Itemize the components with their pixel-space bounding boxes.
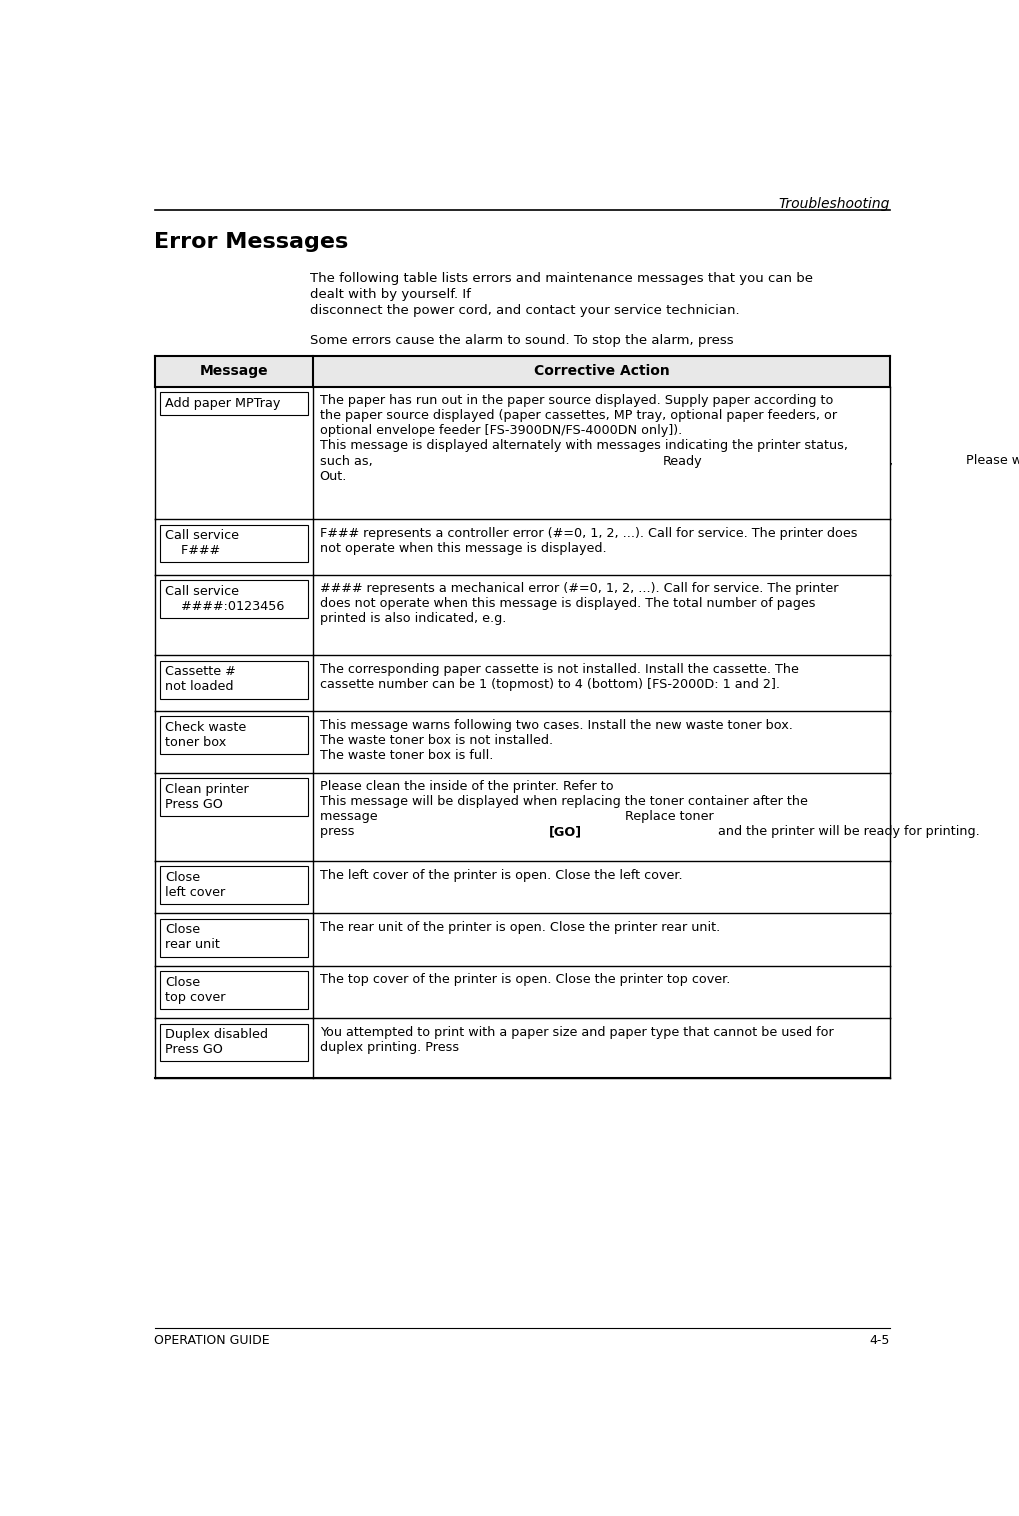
Text: The left cover of the printer is open. Close the left cover.: The left cover of the printer is open. C… [320, 869, 682, 882]
Bar [160, 1023, 308, 1061]
Text: The following table lists errors and maintenance messages that you can be: The following table lists errors and mai… [310, 271, 812, 285]
Text: duplex printing. Press: duplex printing. Press [320, 1041, 463, 1054]
Text: OPERATION GUIDE: OPERATION GUIDE [155, 1334, 270, 1346]
Text: The top cover of the printer is open. Close the printer top cover.: The top cover of the printer is open. Cl… [320, 973, 730, 987]
Text: #### represents a mechanical error (#=0, 1, 2, ...). Call for service. The print: #### represents a mechanical error (#=0,… [320, 582, 838, 596]
Bar [160, 393, 308, 415]
Text: toner box: toner box [165, 735, 226, 749]
Text: Clean printer: Clean printer [165, 782, 249, 796]
Text: Close: Close [165, 872, 201, 884]
Text: ,: , [890, 455, 898, 467]
Text: Call service: Call service [165, 529, 239, 543]
Bar [160, 716, 308, 753]
Text: optional envelope feeder [FS-3900DN/FS-4000DN only]).: optional envelope feeder [FS-3900DN/FS-4… [320, 424, 682, 438]
Text: The waste toner box is not installed.: The waste toner box is not installed. [320, 734, 552, 746]
Text: left cover: left cover [165, 885, 225, 899]
Text: Add paper MPTray: Add paper MPTray [165, 397, 280, 409]
Bar [160, 661, 308, 699]
Bar [160, 778, 308, 816]
Text: does not operate when this message is displayed. The total number of pages: does not operate when this message is di… [320, 597, 815, 611]
Text: Close: Close [165, 976, 201, 988]
Text: F### represents a controller error (#=0, 1, 2, ...). Call for service. The print: F### represents a controller error (#=0,… [320, 528, 857, 540]
Text: Cassette #: Cassette # [165, 666, 236, 679]
Text: dealt with by yourself. If: dealt with by yourself. If [310, 288, 475, 302]
Bar [160, 525, 308, 562]
Text: message: message [320, 810, 381, 823]
Bar [155, 356, 890, 387]
Text: Please wait: Please wait [966, 455, 1019, 467]
Text: the paper source displayed (paper cassettes, MP tray, optional paper feeders, or: the paper source displayed (paper casset… [320, 409, 837, 423]
Text: Message: Message [200, 364, 268, 379]
Text: not loaded: not loaded [165, 681, 233, 693]
Text: and the printer will be ready for printing.: and the printer will be ready for printi… [714, 825, 979, 838]
Text: This message is displayed alternately with messages indicating the printer statu: This message is displayed alternately wi… [320, 440, 848, 452]
Text: Check waste: Check waste [165, 722, 247, 734]
Text: The paper has run out in the paper source displayed. Supply paper according to: The paper has run out in the paper sourc… [320, 394, 833, 408]
Text: F###: F### [165, 544, 220, 558]
Text: not operate when this message is displayed.: not operate when this message is display… [320, 541, 606, 555]
Text: Out.: Out. [320, 470, 346, 482]
Bar [160, 972, 308, 1010]
Text: printed is also indicated, e.g.: printed is also indicated, e.g. [320, 612, 510, 626]
Text: You attempted to print with a paper size and paper type that cannot be used for: You attempted to print with a paper size… [320, 1026, 834, 1038]
Text: The corresponding paper cassette is not installed. Install the cassette. The: The corresponding paper cassette is not … [320, 662, 799, 676]
Text: Error Messages: Error Messages [155, 232, 348, 252]
Text: Duplex disabled: Duplex disabled [165, 1028, 268, 1041]
Text: Press GO: Press GO [165, 1043, 223, 1057]
Text: cassette number can be 1 (topmost) to 4 (bottom) [FS-2000D: 1 and 2].: cassette number can be 1 (topmost) to 4 … [320, 678, 780, 691]
Text: Some errors cause the alarm to sound. To stop the alarm, press: Some errors cause the alarm to sound. To… [310, 335, 738, 347]
Text: This message warns following two cases. Install the new waste toner box.: This message warns following two cases. … [320, 719, 793, 732]
Text: [GO]: [GO] [548, 825, 582, 838]
Text: Close: Close [165, 923, 201, 937]
Bar [160, 867, 308, 904]
Text: Call service: Call service [165, 585, 239, 597]
Bar [160, 919, 308, 957]
Text: The waste toner box is full.: The waste toner box is full. [320, 749, 493, 761]
Text: ####:0123456: ####:0123456 [165, 600, 284, 612]
Text: Press GO: Press GO [165, 797, 223, 811]
Text: 4-5: 4-5 [869, 1334, 890, 1346]
Text: Please clean the inside of the printer. Refer to: Please clean the inside of the printer. … [320, 781, 618, 793]
Bar [160, 581, 308, 617]
Text: The rear unit of the printer is open. Close the printer rear unit.: The rear unit of the printer is open. Cl… [320, 922, 719, 934]
Text: Replace toner: Replace toner [625, 810, 713, 823]
Text: This message will be displayed when replacing the toner container after the: This message will be displayed when repl… [320, 796, 807, 808]
Text: Corrective Action: Corrective Action [534, 364, 669, 379]
Text: press: press [320, 825, 358, 838]
Text: Ready: Ready [663, 455, 702, 467]
Text: disconnect the power cord, and contact your service technician.: disconnect the power cord, and contact y… [310, 305, 739, 317]
Text: such as,: such as, [320, 455, 376, 467]
Text: rear unit: rear unit [165, 938, 220, 952]
Text: top cover: top cover [165, 991, 226, 1004]
Text: Troubleshooting: Troubleshooting [779, 197, 890, 211]
